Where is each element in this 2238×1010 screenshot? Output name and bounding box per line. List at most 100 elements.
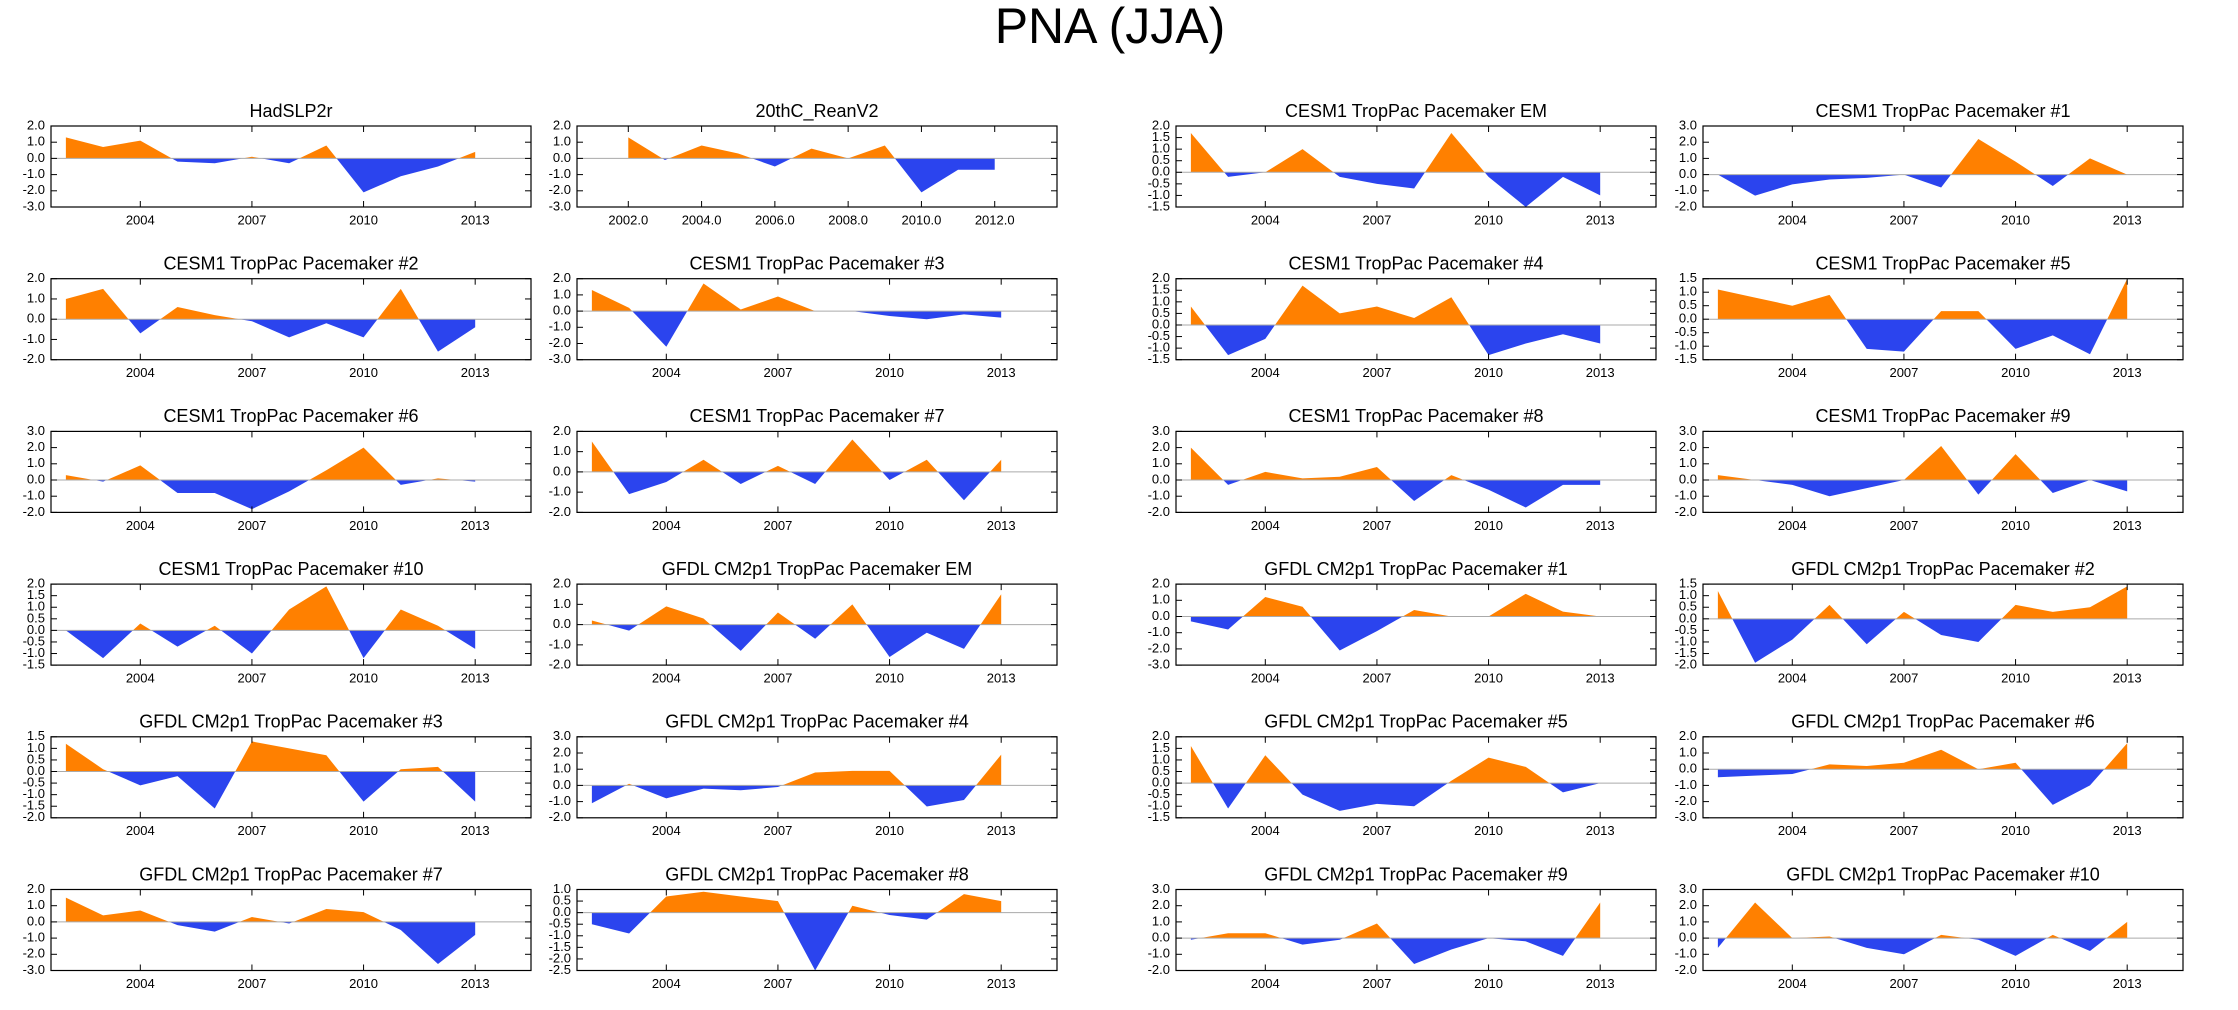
- y-tick-label: -1.5: [1675, 351, 1697, 366]
- y-tick-label: 1.0: [1679, 284, 1697, 299]
- panel-title: GFDL CM2p1 TropPac Pacemaker #9: [1264, 864, 1567, 884]
- y-tick-label: -1.0: [549, 319, 571, 334]
- y-tick-label: 1.0: [1679, 913, 1697, 928]
- y-tick-label: 1.0: [1679, 744, 1697, 759]
- y-tick-label: -3.0: [549, 198, 571, 213]
- y-tick-label: -2.0: [549, 335, 571, 350]
- area: [65, 447, 476, 510]
- x-tick-label: 2010: [1474, 365, 1503, 380]
- x-tick-label: 2007: [237, 365, 266, 380]
- y-tick-label: -2.0: [1675, 198, 1697, 213]
- x-tick-label: 2013: [2113, 976, 2142, 991]
- area: [1190, 132, 1601, 207]
- y-tick-label: 2.0: [1152, 897, 1170, 912]
- x-tick-label: 2006.0: [755, 212, 795, 227]
- y-tick-label: -1.0: [549, 484, 571, 499]
- y-tick-label: -2.0: [1675, 793, 1697, 808]
- y-tick-label: 1.0: [1679, 150, 1697, 165]
- x-tick-label: 2007: [1889, 518, 1918, 533]
- x-tick-label: 2004: [1251, 823, 1280, 838]
- panel: GFDL CM2p1 TropPac Pacemaker #6 -3.0-2.0-…: [1675, 712, 2184, 838]
- plot-frame: [50, 736, 532, 819]
- x-tick-label: 2010: [349, 365, 378, 380]
- x-tick-label: 2004: [1778, 212, 1807, 227]
- y-tick-label: 2.0: [1679, 897, 1697, 912]
- x-tick-label: 2013: [987, 518, 1016, 533]
- y-tick-label: 3.0: [1679, 881, 1697, 896]
- y-tick-label: 2.0: [1152, 117, 1170, 132]
- y-tick-label: -2.0: [1675, 504, 1697, 519]
- panel: GFDL CM2p1 TropPac Pacemaker #4 -2.0-1.00…: [549, 712, 1058, 838]
- panel-title: GFDL CM2p1 TropPac Pacemaker #10: [1786, 864, 2099, 884]
- x-tick-label: 2007: [1889, 823, 1918, 838]
- panel-title: GFDL CM2p1 TropPac Pacemaker #8: [665, 864, 968, 884]
- plot-frame: [576, 888, 1058, 972]
- y-tick-label: 0.0: [1152, 930, 1170, 945]
- panel: GFDL CM2p1 TropPac Pacemaker #3-2.0-1.5-…: [23, 712, 532, 838]
- x-tick-label: 2010: [1474, 518, 1503, 533]
- y-tick-label: -2.0: [1148, 962, 1170, 977]
- x-tick-label: 2004: [126, 365, 155, 380]
- area: [65, 741, 476, 809]
- y-tick-label: 2.0: [27, 881, 45, 896]
- y-tick-label: -0.5: [1675, 324, 1697, 339]
- panel-title: GFDL CM2p1 TropPac Pacemaker EM: [662, 559, 972, 579]
- x-tick-label: 2013: [1586, 518, 1615, 533]
- y-tick-label: -2.0: [1148, 504, 1170, 519]
- y-tick-label: 0.0: [27, 311, 45, 326]
- y-tick-label: 0.0: [27, 763, 45, 778]
- y-tick-label: 0.0: [1679, 311, 1697, 326]
- plot-frame: [1175, 278, 1657, 361]
- panel: GFDL CM2p1 TropPac Pacemaker #5 -1.5-1.0-…: [1148, 712, 1657, 838]
- x-tick-label: 2010: [2001, 976, 2030, 991]
- y-tick-label: 0.0: [1152, 471, 1170, 486]
- y-tick-label: 0.0: [553, 463, 571, 478]
- y-tick-label: 3.0: [553, 728, 571, 743]
- y-tick-label: 1.5: [27, 587, 45, 602]
- plot-frame: [576, 278, 1058, 361]
- y-tick-label: -3.0: [23, 198, 45, 213]
- y-tick-label: -1.5: [1148, 351, 1170, 366]
- y-tick-label: -3.0: [549, 351, 571, 366]
- area: [1717, 902, 2128, 956]
- y-tick-label: 1.0: [1152, 141, 1170, 156]
- x-tick-label: 2010: [2001, 365, 2030, 380]
- x-tick-label: 2010: [349, 518, 378, 533]
- y-tick-label: -0.5: [1148, 328, 1170, 343]
- x-tick-label: 2004: [1251, 518, 1280, 533]
- y-tick-label: 0.0: [1679, 610, 1697, 625]
- y-tick-label: 0.0: [1152, 608, 1170, 623]
- y-tick-label: -2.0: [1675, 657, 1697, 672]
- x-tick-label: 2004: [126, 823, 155, 838]
- area: [591, 891, 1002, 971]
- y-tick-label: -1.0: [1675, 488, 1697, 503]
- figure-title: PNA (JJA): [995, 0, 1226, 54]
- plot-frame: [1702, 736, 2184, 819]
- y-tick-label: 0.5: [1679, 297, 1697, 312]
- y-tick-label: 0.5: [27, 751, 45, 766]
- y-tick-label: 1.5: [1152, 740, 1170, 755]
- y-tick-label: 2.0: [1152, 439, 1170, 454]
- y-tick-label: -1.0: [549, 636, 571, 651]
- x-tick-label: 2004: [1251, 212, 1280, 227]
- y-tick-label: 0.0: [553, 904, 571, 919]
- y-tick-label: 0.0: [553, 150, 571, 165]
- panel: 20thC_ReanV2 -3.0-2.0-1.00.01.0 2.0 2002.0 2…: [549, 101, 1058, 227]
- x-tick-label: 2004: [652, 976, 681, 991]
- x-tick-label: 2004: [1251, 671, 1280, 686]
- panel: GFDL CM2p1 TropPac Pacemaker #2-2.0-1.5-…: [1675, 559, 2184, 686]
- area: [1717, 586, 2128, 663]
- x-tick-label: 2007: [763, 976, 792, 991]
- x-tick-label: 2007: [1362, 671, 1391, 686]
- panel: GFDL CM2p1 TropPac Pacemaker #8-2.5-2.0-…: [549, 864, 1058, 991]
- y-tick-label: -1.0: [23, 930, 45, 945]
- x-tick-label: 2007: [1362, 365, 1391, 380]
- y-tick-label: -2.0: [549, 504, 571, 519]
- x-tick-label: 2010: [349, 976, 378, 991]
- panel-title: CESM1 TropPac Pacemaker #5: [1815, 253, 2070, 273]
- y-tick-label: 2.0: [27, 439, 45, 454]
- area: [1190, 447, 1601, 508]
- area: [1190, 285, 1601, 356]
- y-tick-label: -1.0: [1148, 340, 1170, 355]
- panel-title: GFDL CM2p1 TropPac Pacemaker #3: [139, 712, 442, 732]
